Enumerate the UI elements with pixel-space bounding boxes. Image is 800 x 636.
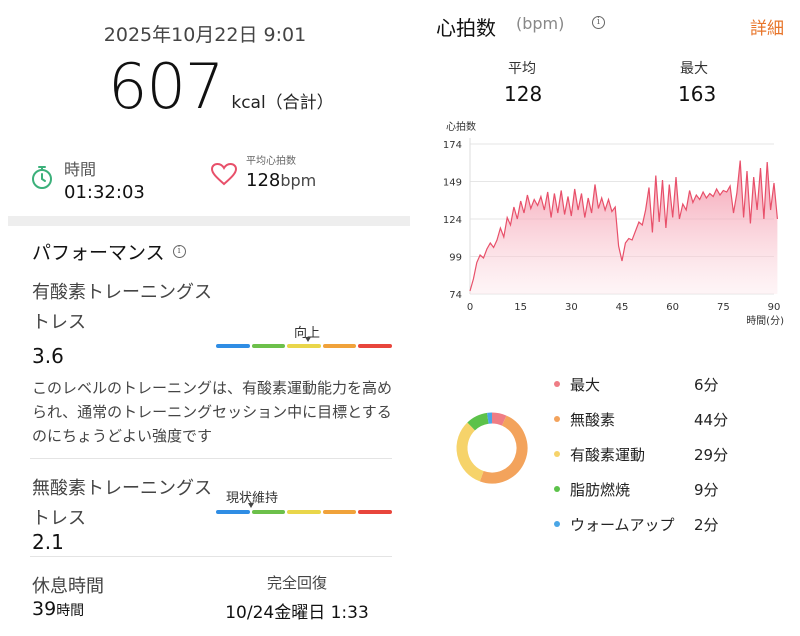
y-tick-label: 149 — [443, 178, 462, 189]
x-tick-label: 0 — [467, 302, 473, 313]
scale-segment — [216, 510, 250, 514]
zone-minutes: 44分 — [694, 411, 729, 429]
x-tick-label: 30 — [565, 302, 578, 313]
duration-label: 時間 — [64, 160, 97, 179]
avg-heart-rate-value: 128bpm — [246, 170, 316, 191]
avg-heart-rate-label: 平均心拍数 — [246, 156, 296, 167]
aerobic-level-pointer — [304, 337, 311, 342]
x-axis-label: 時間(分) — [746, 315, 784, 327]
anaerobic-stress-status: 現状維持 — [226, 491, 279, 506]
zone-legend-item: 無酸素 44分 — [554, 409, 754, 429]
aerobic-stress-description: このレベルのトレーニングは、有酸素運動能力を高められ、通常のトレーニングセッショ… — [32, 379, 393, 445]
zone-legend-item: 最大 6分 — [554, 374, 754, 394]
scale-segment — [251, 510, 286, 514]
zone-name: 最大 — [570, 376, 601, 394]
zone-legend-item: 有酸素運動 29分 — [554, 444, 754, 464]
y-tick-label: 174 — [443, 140, 462, 151]
zone-color-dot — [554, 416, 560, 422]
stopwatch-icon — [32, 166, 52, 189]
aerobic-stress-title: 有酸素トレーニングストレス — [32, 282, 212, 333]
x-tick-label: 45 — [616, 302, 629, 313]
full-recovery-label: 完全回復 — [266, 574, 327, 592]
heart-rate-title: 心拍数 — [436, 16, 496, 40]
section-separator — [8, 216, 410, 226]
avg-heart-rate-stat: 平均心拍数 128bpm — [210, 152, 390, 208]
zone-color-dot — [554, 381, 560, 387]
zone-legend-item: 脂肪燃焼 9分 — [554, 479, 754, 499]
max-value: 163 — [678, 82, 717, 106]
aerobic-stress-scale — [216, 344, 392, 350]
zone-name: 有酸素運動 — [570, 446, 646, 464]
workout-summary-panel: 2025年10月22日 9:01 607 kcal（合計） 時間 01:32:0… — [8, 24, 410, 623]
rest-time-unit: 時間 — [56, 603, 85, 619]
scale-segment — [251, 344, 286, 348]
zone-donut-chart — [456, 412, 528, 484]
duration-stat: 時間 01:32:03 — [30, 152, 190, 208]
rest-time-label: 休息時間 — [32, 576, 104, 597]
heart-icon — [210, 162, 238, 186]
max-label: 最大 — [680, 61, 708, 77]
avg-label: 平均 — [508, 61, 536, 77]
y-axis-label: 心拍数 — [446, 120, 476, 133]
workout-datetime: 2025年10月22日 9:01 — [103, 24, 307, 46]
x-tick-label: 15 — [514, 302, 527, 313]
zone-slice — [467, 412, 489, 431]
scale-segment — [287, 510, 321, 514]
details-link[interactable]: 詳細 — [750, 19, 784, 39]
calories-unit: kcal（合計） — [231, 93, 334, 113]
rest-time-number: 39 — [32, 598, 57, 620]
divider — [30, 556, 392, 557]
y-tick-label: 74 — [449, 290, 462, 301]
info-icon[interactable]: i — [172, 245, 186, 258]
scale-segment — [322, 510, 357, 514]
rest-time-value: 39時間 — [32, 598, 84, 620]
zone-slice — [456, 422, 484, 482]
scale-segment — [358, 344, 392, 348]
zone-name: ウォームアップ — [570, 516, 675, 534]
heart-rate-line — [469, 160, 778, 292]
x-tick-label: 75 — [717, 302, 730, 313]
heart-rate-area — [470, 160, 778, 294]
zone-color-dot — [554, 486, 560, 492]
zone-slice — [479, 415, 528, 484]
avg-heart-rate-number: 128 — [246, 170, 281, 191]
scale-segment — [216, 344, 250, 348]
y-tick-label: 124 — [443, 215, 462, 226]
x-tick-label: 60 — [666, 302, 679, 313]
scale-segment — [322, 344, 357, 348]
scale-segment — [287, 344, 321, 348]
zone-color-dot — [554, 521, 560, 527]
y-tick-label: 99 — [449, 253, 462, 264]
avg-heart-rate-unit: bpm — [280, 171, 317, 190]
zone-color-dot — [554, 451, 560, 457]
heart-rate-panel: 心拍数 (bpm) i 詳細 平均 128 最大 163 心拍数 174 149 12… — [424, 0, 800, 636]
full-recovery-value: 10/24金曜日 1:33 — [225, 603, 369, 623]
zone-name: 脂肪燃焼 — [570, 481, 631, 499]
aerobic-stress-status: 向上 — [294, 326, 321, 341]
zone-minutes: 9分 — [694, 481, 719, 499]
info-icon[interactable]: i — [592, 16, 605, 29]
zone-minutes: 2分 — [694, 516, 719, 534]
calories-row: 607 kcal（合計） — [108, 50, 334, 123]
anaerobic-level-pointer — [248, 503, 255, 508]
anaerobic-stress-title: 無酸素トレーニングストレス — [32, 478, 212, 529]
zone-minutes: 29分 — [694, 446, 729, 464]
scale-segment — [358, 510, 392, 514]
heart-rate-chart: 心拍数 174 149 124 99 74 0 15 30 45 60 75 90 時間(分) — [443, 120, 784, 327]
performance-title-text: パフォーマンス — [32, 242, 165, 264]
anaerobic-stress-value: 2.1 — [32, 530, 64, 554]
heart-rate-unit: (bpm) — [516, 14, 565, 33]
x-tick-label: 90 — [768, 302, 781, 313]
aerobic-stress-value: 3.6 — [32, 344, 64, 368]
zone-name: 無酸素 — [570, 411, 616, 429]
zone-minutes: 6分 — [694, 376, 719, 394]
divider — [30, 458, 392, 459]
zone-legend-item: ウォームアップ 2分 — [554, 514, 754, 534]
performance-title: パフォーマンス i — [32, 238, 186, 265]
anaerobic-stress-scale — [216, 510, 392, 516]
calories-value: 607 — [108, 50, 224, 123]
zone-slice — [491, 412, 507, 426]
duration-value: 01:32:03 — [64, 182, 145, 203]
avg-value: 128 — [504, 82, 543, 106]
